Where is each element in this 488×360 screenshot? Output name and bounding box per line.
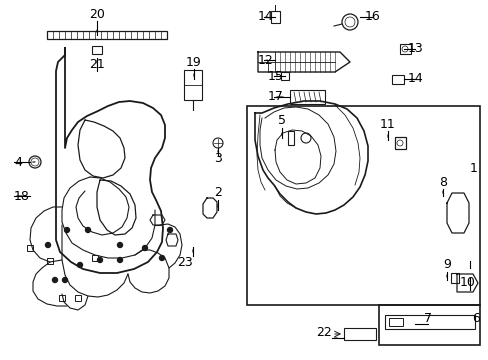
Bar [388, 318, 402, 326]
Circle shape [64, 228, 69, 233]
Bar [92, 255, 98, 261]
Bar [378, 305, 479, 345]
Circle shape [45, 243, 50, 248]
Circle shape [85, 228, 90, 233]
Bar [59, 295, 65, 301]
Text: 23: 23 [177, 256, 193, 270]
Text: 16: 16 [364, 10, 379, 23]
Text: 14: 14 [407, 72, 422, 85]
Bar [183, 70, 202, 100]
Text: 21: 21 [89, 58, 104, 71]
Text: 7: 7 [423, 311, 431, 324]
Text: 22: 22 [316, 325, 331, 338]
Text: 2: 2 [214, 186, 222, 199]
Text: 20: 20 [89, 8, 105, 21]
Circle shape [117, 257, 122, 262]
Circle shape [62, 278, 67, 283]
Bar [246, 106, 479, 305]
Text: 14: 14 [258, 10, 273, 23]
Text: 17: 17 [267, 90, 284, 104]
Text: 8: 8 [438, 176, 446, 189]
Bar [27, 245, 33, 251]
Text: 13: 13 [407, 42, 422, 55]
Bar [399, 44, 410, 54]
Circle shape [52, 278, 58, 283]
Text: 5: 5 [278, 114, 285, 127]
Text: 11: 11 [379, 117, 395, 130]
Bar [287, 131, 293, 145]
Bar [450, 273, 458, 283]
Bar [281, 72, 288, 80]
Bar [391, 75, 403, 84]
Text: 1: 1 [469, 162, 477, 175]
Bar [47, 31, 167, 39]
Circle shape [117, 243, 122, 248]
Bar [394, 137, 405, 149]
Bar [343, 328, 375, 340]
Text: 10: 10 [459, 276, 475, 289]
Text: 9: 9 [442, 258, 450, 271]
Text: 3: 3 [214, 152, 222, 165]
Bar [384, 315, 474, 329]
Circle shape [77, 262, 82, 267]
Text: 4: 4 [14, 156, 22, 168]
Text: 18: 18 [14, 189, 30, 202]
Bar [270, 11, 280, 23]
Bar [289, 90, 325, 104]
Text: 15: 15 [267, 69, 284, 82]
Circle shape [142, 246, 147, 251]
Bar [47, 258, 53, 264]
Text: 12: 12 [258, 54, 273, 67]
Text: 19: 19 [186, 55, 202, 68]
Circle shape [159, 256, 164, 261]
Text: 6: 6 [471, 311, 479, 324]
Circle shape [97, 257, 102, 262]
Bar [75, 295, 81, 301]
Circle shape [167, 228, 172, 233]
Bar [92, 46, 102, 54]
